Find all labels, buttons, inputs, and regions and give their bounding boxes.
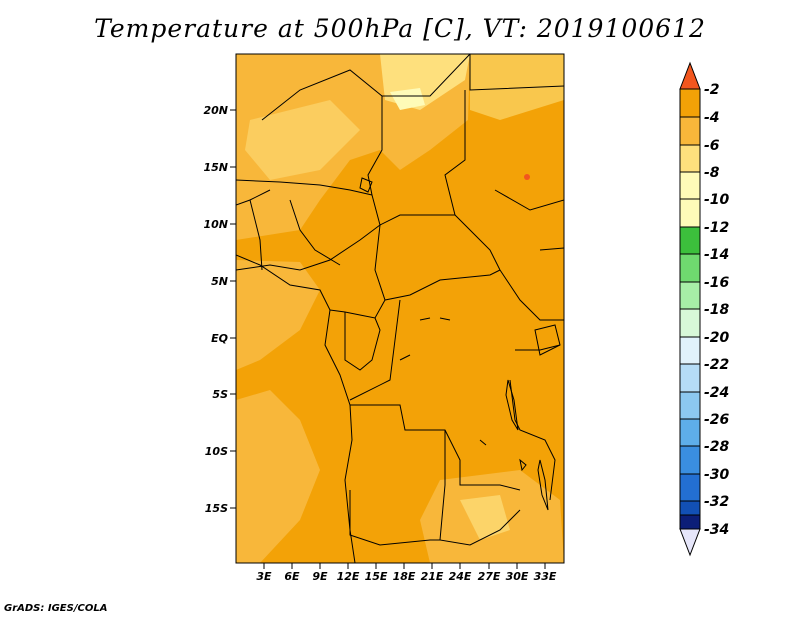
lat-label-10n: 10N — [203, 218, 228, 231]
colorbar-label-m32: -32 — [704, 494, 729, 510]
lon-label-33e: 33E — [534, 570, 557, 583]
field-region-kalahari-light — [460, 495, 510, 540]
lon-label-6e: 6E — [284, 570, 300, 583]
colorbar-bottom-triangle — [679, 528, 701, 557]
colorbar-labels: -2 -4 -6 -8 -10 -12 -14 -16 -18 -20 -22 … — [704, 82, 730, 538]
border-18 — [539, 247, 564, 251]
lat-axis: 20N 15N 10N 5N EQ 5S 10S 15S — [203, 104, 236, 515]
coastline-west — [236, 254, 356, 563]
border-20 — [249, 199, 263, 271]
border-21 — [236, 189, 271, 206]
colorbar-label-m8: -8 — [704, 165, 720, 181]
field-region-pale — [390, 88, 425, 110]
river-fragments — [399, 317, 487, 446]
colorbar-label-m30: -30 — [704, 467, 730, 483]
lon-label-30e: 30E — [506, 570, 529, 583]
colorbar-label-m22: -22 — [704, 357, 729, 373]
border-10 — [344, 312, 381, 371]
colorbar-label-m28: -28 — [704, 439, 730, 455]
colorbar-segment-10 — [679, 336, 701, 365]
border-9 — [329, 299, 386, 319]
colorbar-label-m10: -10 — [704, 192, 730, 208]
lake-chad — [359, 177, 373, 193]
lon-label-27e: 27E — [478, 570, 501, 583]
map-frame — [235, 53, 565, 564]
colorbar-segment-5 — [679, 198, 701, 228]
lat-label-5s: 5S — [212, 388, 228, 401]
border-22 — [289, 199, 341, 266]
colorbar-segment-6 — [679, 226, 701, 255]
lon-label-18e: 18E — [393, 570, 416, 583]
colorbar-segment-14 — [679, 445, 701, 475]
lat-label-10s: 10S — [205, 445, 228, 458]
field-region-sahara-light — [245, 100, 360, 180]
colorbar-label-m2: -2 — [704, 82, 720, 98]
border-12 — [350, 404, 521, 491]
lat-label-5n: 5N — [211, 275, 228, 288]
temperature-field — [236, 54, 564, 563]
colorbar-label-m24: -24 — [704, 385, 729, 401]
lon-label-15e: 15E — [365, 570, 388, 583]
colorbar-label-m34: -34 — [704, 522, 729, 538]
border-7 — [374, 224, 501, 301]
border-14 — [499, 269, 564, 321]
colorbar — [679, 61, 701, 557]
colorbar-segment-1 — [679, 88, 701, 118]
colorbar-label-m12: -12 — [704, 220, 729, 236]
border-1 — [261, 54, 471, 121]
lake-victoria — [534, 324, 561, 356]
colorbar-label-m20: -20 — [704, 330, 730, 346]
colorbar-top-triangle — [679, 61, 701, 90]
lon-label-3e: 3E — [256, 570, 272, 583]
country-boundaries — [236, 54, 564, 563]
border-17 — [349, 490, 440, 546]
map-title: Temperature at 500hPa [C], VT: 201910061… — [94, 14, 706, 43]
border-5 — [236, 179, 373, 196]
colorbar-segment-13 — [679, 418, 701, 447]
lake-malawi — [537, 459, 549, 511]
border-16 — [509, 379, 556, 501]
border-13 — [439, 430, 521, 546]
border-15 — [515, 344, 561, 351]
colorbar-label-m16: -16 — [704, 275, 730, 291]
lat-label-20n: 20N — [203, 104, 228, 117]
lon-label-12e: 12E — [337, 570, 360, 583]
lat-label-15s: 15S — [205, 502, 228, 515]
border-8 — [236, 224, 381, 271]
lon-axis: 3E 6E 9E 12E 15E 18E 21E 24E 27E 30E 33E — [256, 563, 557, 583]
colorbar-segment-7 — [679, 253, 701, 283]
lake-tanganyika — [505, 379, 519, 431]
border-3 — [469, 54, 564, 91]
lon-label-9e: 9E — [312, 570, 328, 583]
colorbar-segment-3 — [679, 144, 701, 173]
colorbar-segment-8 — [679, 281, 701, 310]
lake-small — [519, 458, 527, 472]
colorbar-segment-15 — [679, 473, 701, 502]
colorbar-segment-9 — [679, 308, 701, 338]
lat-label-15n: 15N — [203, 161, 228, 174]
footer-credit: GrADS: IGES/COLA — [4, 603, 108, 614]
field-region-east-light — [470, 54, 564, 120]
lon-label-24e: 24E — [449, 570, 472, 583]
colorbar-segment-4 — [679, 171, 701, 200]
border-19 — [494, 189, 564, 211]
colorbar-label-m26: -26 — [704, 412, 730, 428]
lon-label-21e: 21E — [421, 570, 444, 583]
colorbar-label-m4: -4 — [704, 110, 720, 126]
colorbar-label-m18: -18 — [704, 302, 730, 318]
colorbar-segment-2 — [679, 116, 701, 146]
colorbar-segment-11 — [679, 363, 701, 393]
lat-label-eq: EQ — [211, 332, 228, 345]
colorbar-segment-12 — [679, 391, 701, 420]
colorbar-segment-dark — [679, 514, 701, 530]
border-6 — [371, 194, 455, 226]
colorbar-label-m6: -6 — [704, 138, 720, 154]
border-2 — [367, 96, 383, 196]
field-hotspot — [524, 174, 530, 180]
border-11 — [349, 299, 401, 401]
colorbar-label-m14: -14 — [704, 247, 729, 263]
field-region-west — [236, 260, 320, 370]
field-region-southwest — [236, 390, 320, 563]
